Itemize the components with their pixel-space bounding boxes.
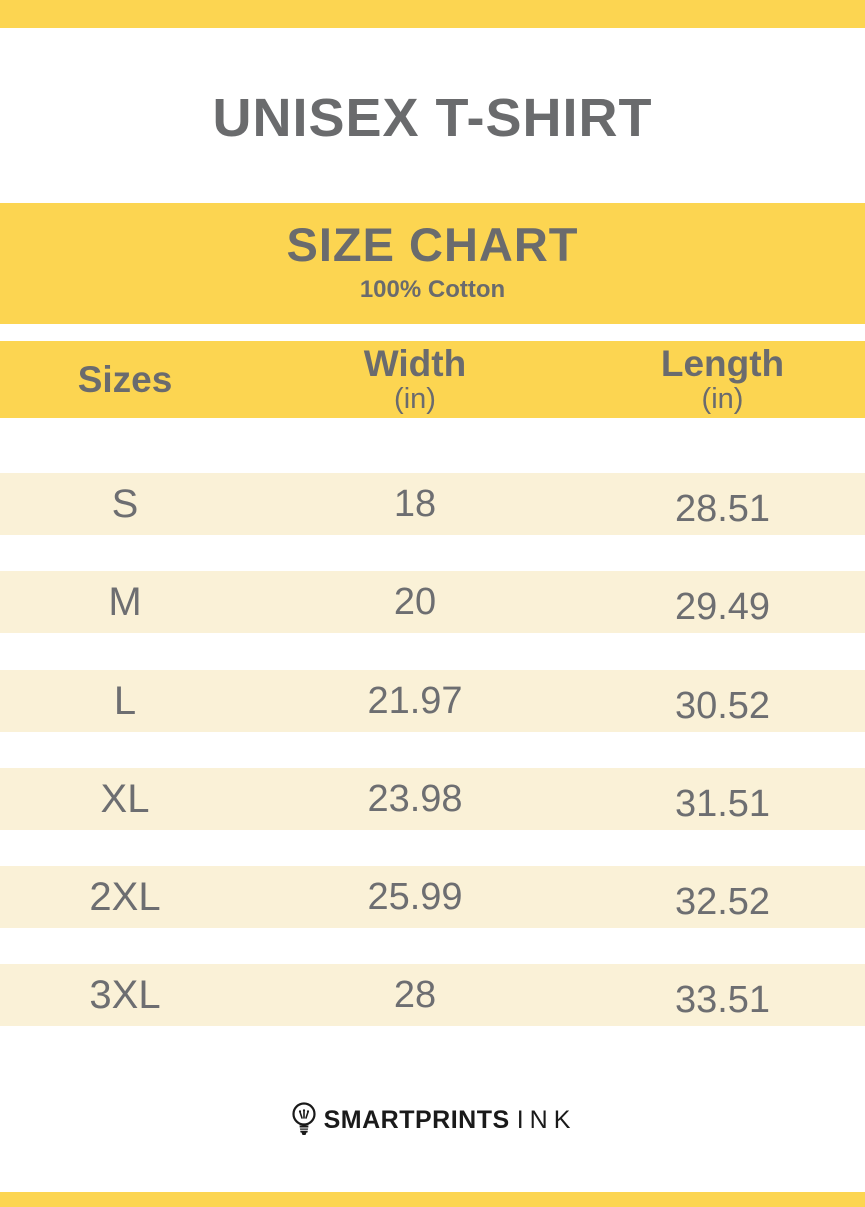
size-cell: 3XL (89, 972, 161, 1017)
column-header-unit: (in) (701, 383, 744, 415)
column-header-label: Length (660, 343, 785, 384)
size-cell: S (111, 481, 139, 526)
size-cell: L (113, 678, 137, 723)
table-row-s: S 18 28.51 (0, 473, 865, 535)
page-title: UNISEX T-SHIRT (212, 88, 653, 148)
table-row-2xl: 2XL 25.99 32.52 (0, 866, 865, 928)
length-cell: 29.49 (674, 585, 771, 628)
table-row-xl: XL 23.98 31.51 (0, 768, 865, 830)
column-header-label: Width (363, 343, 467, 384)
size-cell: M (108, 579, 142, 624)
banner-title: SIZE CHART (286, 218, 579, 271)
length-cell: 30.52 (674, 684, 771, 727)
column-header-unit: (in) (394, 383, 436, 415)
column-header-label: Sizes (77, 358, 173, 400)
brand-logo: SMARTPRINTS INK (0, 1098, 865, 1142)
brand-name-light: INK (516, 1105, 577, 1134)
table-header-row: Sizes Width (in) Length (in) (0, 341, 865, 418)
length-cell: 33.51 (674, 978, 771, 1021)
bottom-accent-bar (0, 1192, 865, 1207)
size-chart-banner: SIZE CHART 100% Cotton (0, 203, 865, 324)
banner-subtitle: 100% Cotton (359, 276, 506, 303)
width-cell: 20 (393, 580, 437, 623)
brand-name-bold: SMARTPRINTS (323, 1105, 510, 1134)
table-row-3xl: 3XL 28 33.51 (0, 964, 865, 1026)
width-cell: 21.97 (367, 679, 463, 722)
width-cell: 25.99 (367, 875, 463, 918)
top-accent-bar (0, 0, 865, 28)
width-cell: 23.98 (367, 777, 463, 820)
table-row-m: M 20 29.49 (0, 571, 865, 633)
size-cell: 2XL (89, 874, 161, 919)
length-cell: 32.52 (674, 880, 771, 923)
size-cell: XL (100, 776, 150, 821)
column-header-width: Width (in) (250, 341, 580, 418)
length-cell: 28.51 (674, 487, 771, 530)
width-cell: 28 (393, 973, 437, 1016)
table-row-l: L 21.97 30.52 (0, 670, 865, 732)
lightbulb-icon (292, 1102, 316, 1135)
column-header-sizes: Sizes (0, 341, 250, 418)
length-cell: 31.51 (674, 782, 771, 825)
width-cell: 18 (393, 482, 437, 525)
column-header-length: Length (in) (580, 341, 865, 418)
